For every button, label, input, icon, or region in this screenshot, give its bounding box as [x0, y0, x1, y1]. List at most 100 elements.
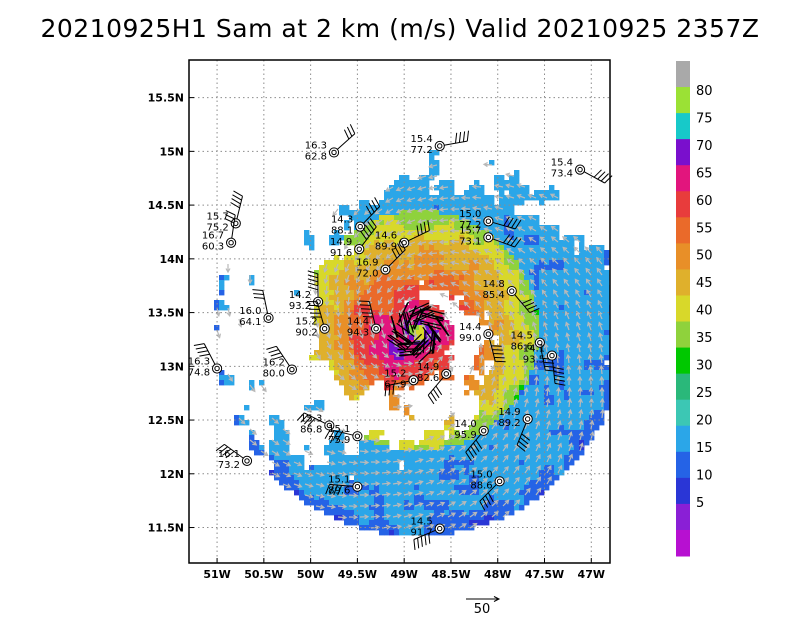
colorbar-label: 60	[696, 194, 713, 209]
dropsonde-station: 14.586.6	[511, 331, 556, 372]
station-value: 88.6	[470, 480, 492, 491]
station-value: 62.8	[305, 151, 327, 162]
latitude-tick-label: 11.5N	[148, 522, 184, 535]
dropsonde-station: 16.173.2	[215, 443, 253, 471]
wind-barb	[413, 528, 440, 550]
dropsonde-station: 16.374.8	[188, 343, 223, 378]
station-marker	[241, 455, 253, 466]
dropsonde-station: 15.477.2	[410, 130, 469, 156]
station-marker	[483, 232, 494, 243]
dropsonde-observations: 16.362.815.477.215.473.415.775.216.760.3…	[188, 124, 613, 550]
station-value: 94.3	[347, 328, 369, 339]
colorbar-segment	[676, 165, 690, 192]
dropsonde-station: 16.362.8	[305, 124, 356, 162]
station-temperature: 16.3	[305, 140, 327, 151]
colorbar-label: 70	[696, 139, 713, 154]
wind-barb	[539, 342, 556, 372]
station-temperature: 15.2	[295, 317, 317, 328]
dropsonde-station: 14.499.0	[459, 322, 506, 363]
station-marker	[483, 328, 494, 340]
station-marker	[286, 364, 298, 375]
station-value: 74.8	[188, 367, 210, 378]
station-marker	[319, 323, 330, 334]
station-marker	[506, 285, 517, 297]
station-temperature: 16.1	[218, 449, 240, 460]
dropsonde-station: 14.388.1	[331, 197, 381, 237]
colorbar-segment	[676, 425, 690, 453]
latitude-tick-labels: 11.5N 12N 12.5N 13N 13.5N 14N 14.5N 15N 15.5N	[148, 92, 194, 535]
station-temperature: 15.4	[551, 158, 573, 169]
dropsonde-station: 15.290.2	[295, 301, 330, 339]
longitude-tick-label: 47.5W	[525, 568, 564, 581]
colorbar-segment	[676, 295, 690, 323]
longitude-tick-label: 48.5W	[431, 568, 470, 581]
colorbar-segment	[676, 451, 690, 479]
colorbar-label: 10	[696, 468, 713, 483]
station-marker	[478, 425, 489, 436]
station-value: 89.9	[375, 242, 397, 253]
station-temperature: 14.5	[410, 517, 432, 528]
colorbar-segment	[676, 529, 690, 557]
reference-vector-arrowhead	[493, 596, 501, 602]
station-value: 73.2	[218, 460, 240, 471]
station-value: 93.5	[523, 355, 545, 366]
station-temperature: 14.5	[511, 331, 533, 342]
station-marker	[380, 264, 391, 275]
wind-barb	[385, 240, 406, 270]
latitude-tick-label: 13N	[159, 360, 184, 373]
station-value: 64.1	[239, 317, 261, 328]
wind-barb	[230, 190, 243, 224]
dropsonde-station: 15.189.6	[325, 475, 363, 497]
wind-barb	[325, 483, 358, 496]
station-value: 73.4	[551, 169, 573, 180]
station-value: 85.4	[483, 290, 505, 301]
dropsonde-station: 16.760.3	[202, 210, 237, 253]
colorbar-label: 5	[696, 496, 704, 511]
wind-barb	[324, 429, 358, 442]
station-temperature: 15.3	[300, 413, 322, 424]
dropsonde-station: 15.386.8	[296, 412, 335, 435]
colorbar-segment	[676, 87, 690, 114]
colorbar-segment	[676, 243, 690, 270]
dropsonde-station: 14.095.9	[454, 419, 489, 462]
latitude-tick-label: 15N	[159, 145, 184, 158]
station-value: 82.6	[417, 373, 439, 384]
station-temperature: 15.0	[459, 209, 481, 220]
wind-barb	[479, 480, 500, 511]
station-marker	[399, 237, 410, 248]
station-temperature: 15.0	[470, 469, 492, 480]
reference-vector-label: 50	[474, 602, 491, 617]
wind-barb	[359, 197, 381, 227]
station-temperature: 15.4	[410, 134, 432, 145]
station-temperature: 16.3	[188, 356, 210, 367]
station-temperature: 16.7	[202, 231, 224, 242]
dropsonde-station: 14.991.6	[330, 218, 377, 259]
wind-speed-colorbar: 80 75 70 65 60 55 50 45 40 35 30 25 20 15 10 5	[676, 61, 713, 557]
wind-barb	[487, 333, 506, 363]
station-value: 60.3	[202, 242, 224, 253]
dropsonde-station: 16.972.0	[356, 240, 406, 280]
station-temperature: 15.7	[459, 225, 481, 236]
wind-barb	[215, 443, 248, 462]
station-value: 86.8	[300, 424, 322, 435]
station-temperature: 14.0	[454, 419, 476, 430]
wind-barb	[224, 210, 236, 243]
colorbar-segment	[676, 269, 690, 296]
station-value: 86.6	[511, 342, 533, 353]
station-marker	[371, 323, 382, 334]
station-temperature: 15.2	[384, 368, 406, 379]
station-temperature: 14.2	[289, 290, 311, 301]
wind-barb	[488, 234, 522, 248]
station-temperature: 15.7	[207, 211, 229, 222]
station-marker	[328, 147, 340, 158]
longitude-tick-label: 47W	[578, 568, 605, 581]
colorbar-segment	[676, 477, 690, 505]
dropsonde-station: 15.175.9	[324, 424, 363, 446]
colorbar-label: 25	[696, 386, 713, 401]
station-value: 89.6	[328, 486, 350, 497]
station-marker	[226, 237, 237, 248]
wind-barb	[439, 130, 469, 147]
station-marker	[230, 218, 241, 229]
colorbar-segment	[676, 399, 690, 427]
